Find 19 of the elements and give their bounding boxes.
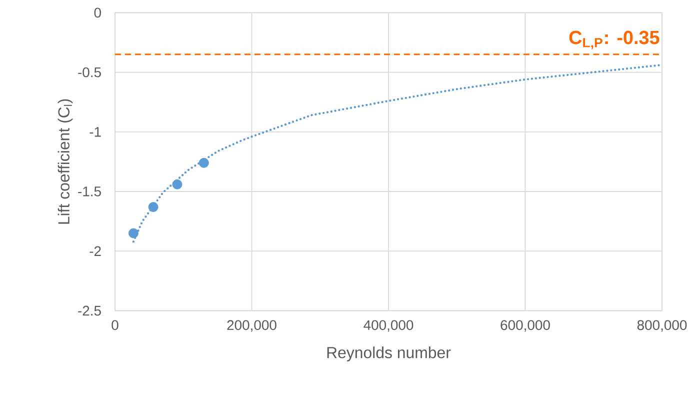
x-axis-title: Reynolds number: [327, 346, 451, 362]
y-tick-label: -1.5: [78, 186, 101, 196]
x-tick-label: 800,000: [637, 320, 687, 332]
y-tick-label: -2.5: [78, 306, 101, 316]
point: [198, 158, 209, 168]
y-axis-title: Lift coefficient (C$_{l}$): [58, 99, 73, 224]
y-tick-label: -2: [90, 246, 101, 256]
x-tick-label: 400,000: [364, 320, 414, 332]
y-tick-label: -1: [90, 127, 101, 137]
ref-line-label: C$_{L,P}$: -0.35: [569, 30, 660, 50]
point: [172, 179, 182, 190]
line-series: [132, 64, 662, 243]
x-tick-label: 0: [112, 320, 118, 330]
y-tick-label: -0.5: [78, 67, 101, 78]
y-tick-label: 0: [94, 8, 101, 18]
point: [148, 202, 158, 212]
x-tick-label: 600,000: [500, 320, 550, 332]
point: [128, 228, 138, 238]
x-tick-label: 200,000: [227, 320, 276, 332]
